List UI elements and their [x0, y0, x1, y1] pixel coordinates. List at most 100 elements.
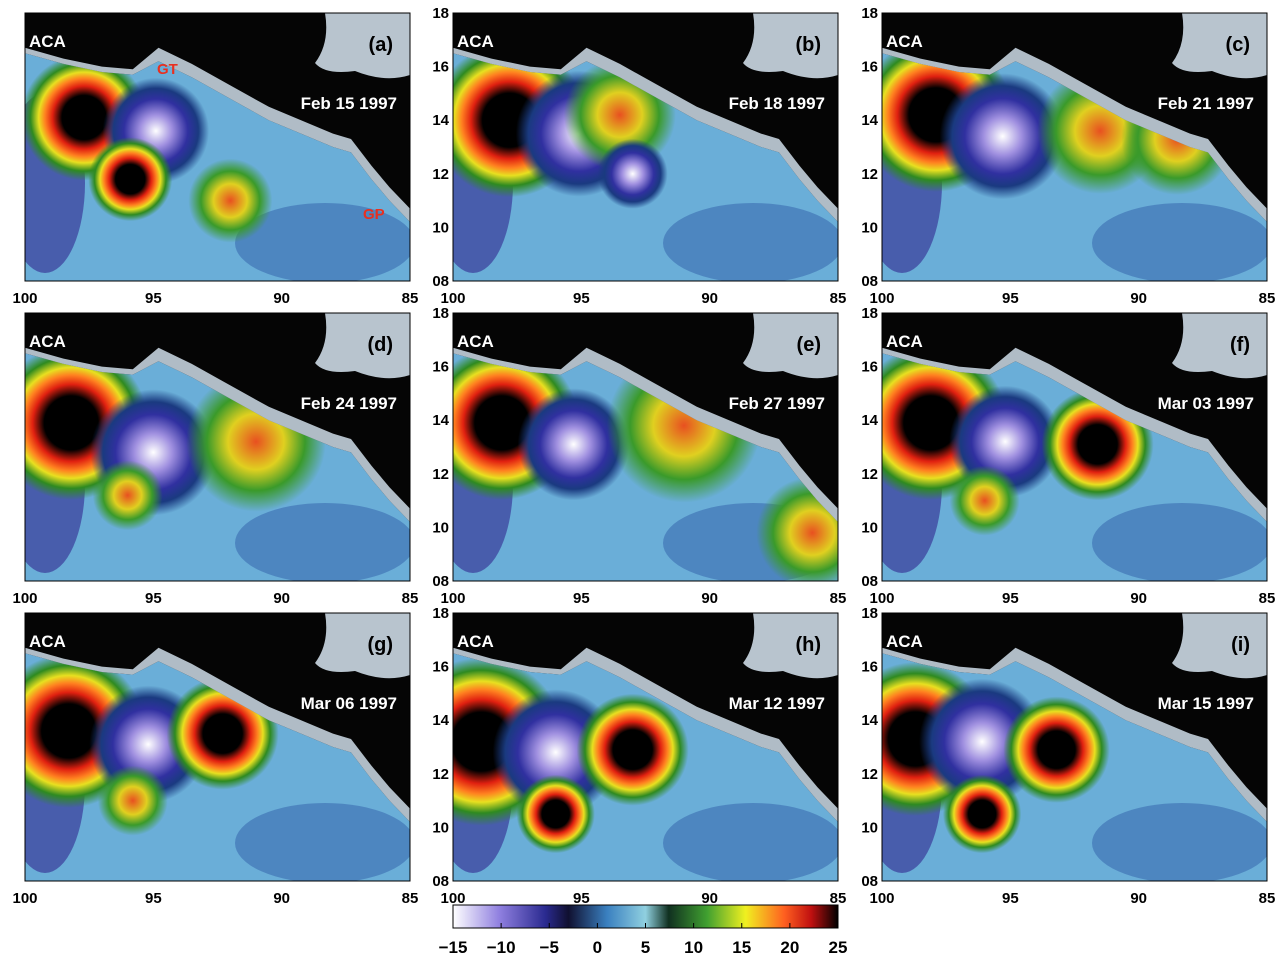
- y-tick-label: 12: [432, 766, 449, 783]
- x-tick-label: 85: [1259, 890, 1276, 907]
- gulf-land: [743, 13, 838, 79]
- y-tick-label: 12: [861, 166, 878, 183]
- panel-frame: [24, 12, 411, 282]
- ocean-patch: [1092, 503, 1267, 582]
- y-tick-label: 10: [861, 519, 878, 536]
- eddy: [97, 765, 168, 836]
- date-label: Feb 27 1997: [729, 394, 825, 413]
- x-tick-label: 95: [1002, 890, 1019, 907]
- panel-frame: [881, 12, 1268, 282]
- x-tick-label: 100: [12, 590, 37, 607]
- coast-land: [882, 647, 1267, 822]
- x-tick-label: 100: [440, 890, 465, 907]
- date-label: Mar 12 1997: [729, 694, 825, 713]
- ocean-patch: [663, 803, 838, 882]
- y-tick-label: 18: [861, 605, 878, 622]
- x-tick-label: 95: [573, 290, 590, 307]
- date-label: Mar 03 1997: [1158, 394, 1254, 413]
- x-tick-label: 90: [701, 890, 718, 907]
- gulf-land: [315, 613, 410, 679]
- gulf-land: [743, 313, 838, 379]
- y-tick-label: 10: [861, 219, 878, 236]
- x-tick-label: 100: [440, 290, 465, 307]
- panel-frame: [881, 612, 1268, 882]
- panel-label: (c): [1226, 34, 1250, 56]
- y-tick-label: 16: [432, 659, 449, 676]
- panel-label: (g): [367, 634, 393, 656]
- ocean-patch: [1092, 203, 1267, 282]
- x-tick-label: 85: [1259, 290, 1276, 307]
- panel-label: (e): [797, 334, 821, 356]
- y-tick-label: 08: [432, 273, 449, 290]
- gulf-land: [1172, 613, 1267, 679]
- site-label: ACA: [457, 32, 494, 51]
- eddy: [597, 138, 668, 209]
- x-tick-label: 85: [830, 590, 847, 607]
- gulf-land: [1172, 313, 1267, 379]
- colorbar-tick-label: 15: [732, 938, 751, 956]
- panel-frame: [881, 312, 1268, 582]
- y-tick-label: 18: [432, 605, 449, 622]
- y-tick-label: 14: [861, 412, 878, 429]
- y-tick-label: 08: [861, 273, 878, 290]
- panel-frame: [24, 612, 411, 882]
- x-tick-label: 90: [701, 290, 718, 307]
- colorbar-tick-label: −5: [540, 938, 559, 956]
- y-tick-label: 14: [432, 712, 449, 729]
- ocean-patch: [235, 203, 410, 282]
- coast-land: [453, 47, 838, 222]
- y-tick-label: 16: [432, 359, 449, 376]
- y-tick-label: 14: [861, 112, 878, 129]
- site-label: ACA: [886, 632, 923, 651]
- x-tick-label: 90: [273, 290, 290, 307]
- panel-label: (a): [369, 34, 393, 56]
- site-label: ACA: [886, 332, 923, 351]
- site-label: ACA: [29, 32, 66, 51]
- x-tick-label: 100: [12, 890, 37, 907]
- colorbar-tick-label: 25: [829, 938, 848, 956]
- y-tick-label: 14: [432, 412, 449, 429]
- site-label: ACA: [457, 632, 494, 651]
- location-label: GT: [157, 61, 178, 78]
- x-tick-label: 85: [830, 890, 847, 907]
- location-label: GP: [363, 206, 385, 223]
- map-panel: ACA (c) Feb 21 1997 100 95 90 85 08 10 12 14 16 18: [861, 5, 1276, 307]
- colorbar-tick-label: 10: [684, 938, 703, 956]
- x-tick-label: 95: [1002, 290, 1019, 307]
- y-tick-label: 16: [432, 59, 449, 76]
- eddy: [1003, 696, 1110, 803]
- date-label: Feb 24 1997: [301, 394, 397, 413]
- y-tick-label: 08: [861, 873, 878, 890]
- map-panel: ACA (h) Mar 12 1997 100 95 90 85 08 10 12 14 16 18: [432, 605, 847, 907]
- y-tick-label: 10: [861, 819, 878, 836]
- coast-land: [25, 47, 410, 222]
- coast-land: [882, 47, 1267, 222]
- date-label: Mar 15 1997: [1158, 694, 1254, 713]
- eddy: [576, 693, 689, 806]
- x-tick-label: 90: [1130, 890, 1147, 907]
- x-tick-label: 100: [869, 290, 894, 307]
- y-tick-label: 10: [432, 519, 449, 536]
- eddy: [949, 465, 1020, 536]
- gulf-land: [1172, 13, 1267, 79]
- map-panel: ACA (d) Feb 24 1997 100 95 90 85: [12, 312, 418, 607]
- x-tick-label: 95: [145, 890, 162, 907]
- panel-frame: [24, 312, 411, 582]
- eddy: [942, 774, 1022, 854]
- y-tick-label: 18: [861, 305, 878, 322]
- y-tick-label: 14: [432, 112, 449, 129]
- y-tick-label: 12: [861, 466, 878, 483]
- gulf-land: [743, 613, 838, 679]
- x-tick-label: 85: [1259, 590, 1276, 607]
- ocean-patch: [663, 203, 838, 282]
- coast-land: [453, 647, 838, 822]
- date-label: Feb 18 1997: [729, 94, 825, 113]
- date-label: Feb 15 1997: [301, 94, 397, 113]
- ocean-patch: [1092, 803, 1267, 882]
- colorbar-tick-label: −10: [487, 938, 516, 956]
- map-panel: ACA (a) Feb 15 1997 GT GP 100 95 90 85: [12, 12, 418, 307]
- eddy: [756, 476, 838, 582]
- y-tick-label: 18: [432, 305, 449, 322]
- colorbar-tick-label: −15: [439, 938, 468, 956]
